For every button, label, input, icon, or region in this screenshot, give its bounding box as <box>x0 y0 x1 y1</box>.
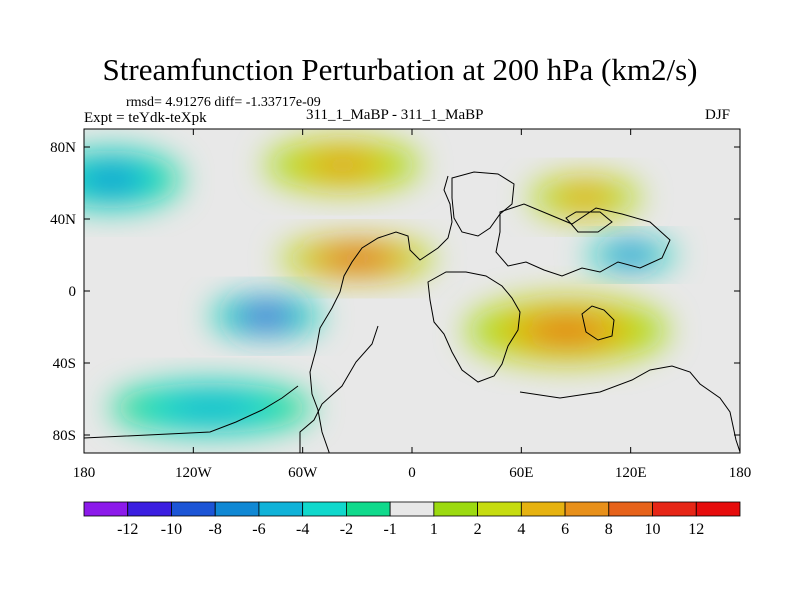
colorbar-label: -8 <box>209 521 222 538</box>
eurasia-coastline <box>495 203 671 277</box>
colorbar-swatch <box>564 501 610 517</box>
colorbar-label: 4 <box>517 521 525 538</box>
colorbar-swatch <box>695 501 741 517</box>
colorbar-swatch <box>477 501 522 517</box>
chart-title: Streamfunction Perturbation at 200 hPa (… <box>102 52 698 87</box>
y-tick-label: 40N <box>50 212 76 228</box>
x-tick-label: 180 <box>729 465 752 481</box>
y-tick-label: 80S <box>53 428 76 444</box>
feature-siberian-high <box>530 177 640 218</box>
contour-level <box>255 312 278 321</box>
experiment-name-label: 311_1_MaBP - 311_1_MaBP <box>306 107 484 123</box>
colorbar-label: -10 <box>161 521 182 538</box>
season-label: DJF <box>705 107 731 123</box>
x-tick-label: 120W <box>175 465 213 481</box>
colorbar-swatch <box>171 501 216 517</box>
contour-level <box>168 397 255 419</box>
colorbar-swatch <box>214 501 260 517</box>
colorbar-swatch <box>345 501 391 517</box>
colorbar-swatch <box>258 501 304 517</box>
field-layer <box>84 139 675 434</box>
colorbar-label: 2 <box>474 521 482 538</box>
colorbar-label: -4 <box>296 521 309 538</box>
stats-label: rmsd= 4.91276 diff= -1.33717e-09 <box>126 95 321 110</box>
x-tick-label: 60W <box>288 465 318 481</box>
colorbar-swatch <box>520 501 566 517</box>
colorbar-label: 6 <box>561 521 569 538</box>
x-tick-label: 120E <box>615 465 647 481</box>
colorbar-label: 1 <box>430 521 438 538</box>
x-tick-label: 180 <box>73 465 96 481</box>
y-tick-label: 0 <box>69 284 77 300</box>
y-tick-label: 40S <box>53 356 76 372</box>
asia-inner-coastline <box>565 211 613 233</box>
feature-north-atlantic-high <box>266 139 420 191</box>
contour-level <box>342 254 373 263</box>
colorbar-label: 8 <box>605 521 613 538</box>
colorbar-swatch <box>83 501 129 517</box>
australia-coastline <box>581 305 615 341</box>
antarctic-coastline <box>84 325 740 453</box>
feature-upper-left-low <box>84 150 181 209</box>
colorbar-label: 12 <box>688 521 704 538</box>
x-tick-label: 60E <box>509 465 533 481</box>
africa-coastline <box>427 271 521 383</box>
colorbar-label: -6 <box>252 521 265 538</box>
greenland-coastline <box>451 171 515 237</box>
coastline-layer <box>84 171 740 453</box>
axes-layer: 180 120W 60W 0 60E 120E 180 80N 40N 0 40S 80S <box>50 129 751 481</box>
americas-coastline <box>309 175 453 453</box>
feature-tropical-atlantic-high <box>280 238 434 279</box>
contour-level <box>566 190 604 204</box>
colorbar-label: 10 <box>645 521 661 538</box>
experiment-label: Expt = teYdk-teXpk <box>84 110 207 126</box>
feature-southern-ocean-low <box>111 382 312 434</box>
colorbar-swatch <box>302 501 347 517</box>
x-tick-label: 0 <box>408 465 416 481</box>
colorbar-label: -2 <box>340 521 353 538</box>
colorbar-swatch <box>652 501 697 517</box>
colorbar-swatch <box>608 501 653 517</box>
colorbar-label: -12 <box>117 521 138 538</box>
contour-level <box>88 169 135 189</box>
feature-indian-ocean-high <box>466 298 668 363</box>
colorbar-label: -1 <box>383 521 396 538</box>
colorbar-swatch <box>127 501 172 517</box>
y-tick-label: 80N <box>50 140 76 156</box>
feature-equatorial-pacific-low <box>211 296 321 337</box>
colorbar-swatch <box>433 501 479 517</box>
contour-level <box>620 251 641 259</box>
colorbar: -12 -10 -8 -6 -4 -2 -1 1 2 4 6 8 10 12 <box>83 501 741 538</box>
contour-level <box>317 156 369 174</box>
contour-level <box>539 321 595 340</box>
colorbar-swatch <box>389 501 435 517</box>
